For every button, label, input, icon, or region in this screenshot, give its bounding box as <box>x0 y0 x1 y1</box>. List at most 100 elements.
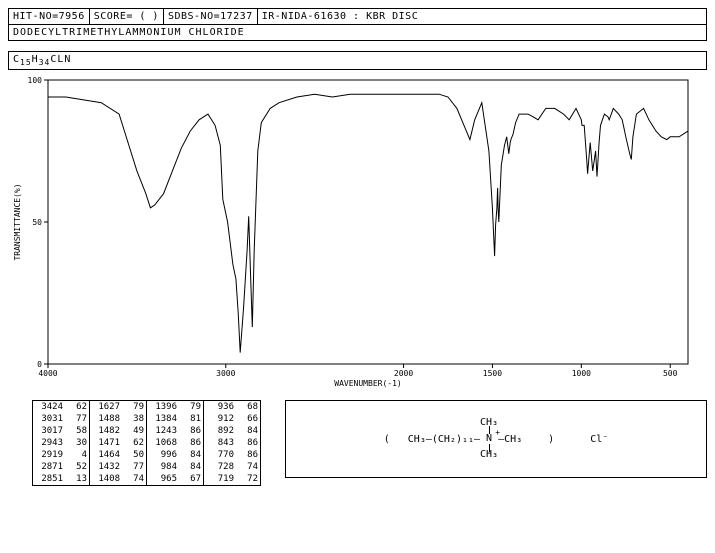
formula-text: C15H34CLN <box>13 54 71 65</box>
peak-row: 77086 <box>204 449 260 461</box>
struct-chain: CH₃—(CH₂)₁₁— <box>408 434 480 445</box>
peak-transmittance: 79 <box>181 401 201 413</box>
structure-formula: ( CH₃—(CH₂)₁₁— CH₃ N + CH₃ —CH₃ ) Cl⁻ <box>384 434 609 445</box>
peak-wavenumber: 912 <box>206 413 238 425</box>
peak-wavenumber: 1482 <box>92 425 124 437</box>
peak-wavenumber: 1243 <box>149 425 181 437</box>
structure-box: ( CH₃—(CH₂)₁₁— CH₃ N + CH₃ —CH₃ ) Cl⁻ <box>285 400 707 478</box>
struct-n-bot: CH₃ <box>480 450 498 460</box>
svg-text:500: 500 <box>663 369 678 378</box>
peak-transmittance: 86 <box>238 437 258 449</box>
struct-n-plus: + <box>495 428 500 438</box>
peak-row: 71972 <box>204 473 260 485</box>
peak-column: 3424623031773017582943302919428715228511… <box>33 401 90 485</box>
peak-transmittance: 81 <box>181 413 201 425</box>
peak-row: 84386 <box>204 437 260 449</box>
struct-n-atom: N <box>486 433 492 444</box>
svg-text:WAVENUMBER(-1): WAVENUMBER(-1) <box>334 379 401 388</box>
peak-wavenumber: 996 <box>149 449 181 461</box>
peak-wavenumber: 936 <box>206 401 238 413</box>
peak-table: 3424623031773017582943302919428715228511… <box>32 400 261 486</box>
peak-transmittance: 86 <box>238 449 258 461</box>
peak-transmittance: 58 <box>67 425 87 437</box>
peak-wavenumber: 719 <box>206 473 238 485</box>
peak-transmittance: 62 <box>67 401 87 413</box>
peak-transmittance: 74 <box>124 473 144 485</box>
peak-row: 303177 <box>33 413 89 425</box>
peak-transmittance: 49 <box>124 425 144 437</box>
peak-transmittance: 84 <box>181 449 201 461</box>
peak-row: 124386 <box>147 425 203 437</box>
peak-row: 287152 <box>33 461 89 473</box>
peak-wavenumber: 3017 <box>35 425 67 437</box>
peak-wavenumber: 728 <box>206 461 238 473</box>
peak-wavenumber: 3031 <box>35 413 67 425</box>
peak-transmittance: 86 <box>181 437 201 449</box>
peak-transmittance: 84 <box>181 461 201 473</box>
chart-svg: 05010040003000200015001000500WAVENUMBER(… <box>8 72 696 392</box>
peak-wavenumber: 770 <box>206 449 238 461</box>
peak-row: 140874 <box>90 473 146 485</box>
peak-wavenumber: 1432 <box>92 461 124 473</box>
bottom-row: 3424623031773017582943302919428715228511… <box>32 400 707 486</box>
peak-transmittance: 13 <box>67 473 87 485</box>
spectrum-chart: 05010040003000200015001000500WAVENUMBER(… <box>8 72 696 392</box>
peak-transmittance: 74 <box>238 461 258 473</box>
peak-wavenumber: 1464 <box>92 449 124 461</box>
svg-text:3000: 3000 <box>216 369 235 378</box>
peak-row: 138481 <box>147 413 203 425</box>
peak-wavenumber: 984 <box>149 461 181 473</box>
peak-transmittance: 66 <box>238 413 258 425</box>
svg-text:50: 50 <box>32 218 42 227</box>
peak-row: 98484 <box>147 461 203 473</box>
peak-row: 89284 <box>204 425 260 437</box>
peak-row: 146450 <box>90 449 146 461</box>
svg-text:4000: 4000 <box>38 369 57 378</box>
peak-transmittance: 30 <box>67 437 87 449</box>
compound-name: DODECYLTRIMETHYLAMMONIUM CHLORIDE <box>8 25 707 41</box>
peak-row: 106886 <box>147 437 203 449</box>
struct-counterion: Cl⁻ <box>590 434 608 445</box>
struct-n-center: N + <box>486 434 492 444</box>
peak-row: 93668 <box>204 401 260 413</box>
peak-row: 147162 <box>90 437 146 449</box>
peak-wavenumber: 1068 <box>149 437 181 449</box>
peak-row: 342462 <box>33 401 89 413</box>
svg-text:100: 100 <box>28 76 43 85</box>
header-bar: HIT-NO=7956 SCORE= ( ) SDBS-NO=17237 IR-… <box>8 8 707 25</box>
peak-row: 91266 <box>204 413 260 425</box>
peak-wavenumber: 2943 <box>35 437 67 449</box>
peak-transmittance: 50 <box>124 449 144 461</box>
peak-wavenumber: 892 <box>206 425 238 437</box>
peak-row: 294330 <box>33 437 89 449</box>
peak-row: 29194 <box>33 449 89 461</box>
peak-row: 148249 <box>90 425 146 437</box>
peak-row: 285113 <box>33 473 89 485</box>
peak-wavenumber: 1471 <box>92 437 124 449</box>
peak-transmittance: 84 <box>238 425 258 437</box>
peak-transmittance: 79 <box>124 401 144 413</box>
peak-wavenumber: 1627 <box>92 401 124 413</box>
peak-transmittance: 77 <box>67 413 87 425</box>
peak-transmittance: 52 <box>67 461 87 473</box>
peak-wavenumber: 2919 <box>35 449 67 461</box>
peak-transmittance: 67 <box>181 473 201 485</box>
struct-rparen: ) <box>548 434 554 445</box>
peak-transmittance: 86 <box>181 425 201 437</box>
peak-row: 99684 <box>147 449 203 461</box>
peak-wavenumber: 1384 <box>149 413 181 425</box>
svg-text:2000: 2000 <box>394 369 413 378</box>
peak-wavenumber: 843 <box>206 437 238 449</box>
peak-row: 143277 <box>90 461 146 473</box>
struct-lparen: ( <box>384 434 390 445</box>
peak-row: 72874 <box>204 461 260 473</box>
peak-transmittance: 38 <box>124 413 144 425</box>
struct-n-right: —CH₃ <box>498 434 522 445</box>
sdbs-no-cell: SDBS-NO=17237 <box>164 9 258 24</box>
peak-wavenumber: 3424 <box>35 401 67 413</box>
svg-text:1500: 1500 <box>483 369 502 378</box>
peak-transmittance: 72 <box>238 473 258 485</box>
peak-column: 93668912668928484386770867287471972 <box>204 401 260 485</box>
peak-row: 139679 <box>147 401 203 413</box>
peak-column: 1627791488381482491471621464501432771408… <box>90 401 147 485</box>
